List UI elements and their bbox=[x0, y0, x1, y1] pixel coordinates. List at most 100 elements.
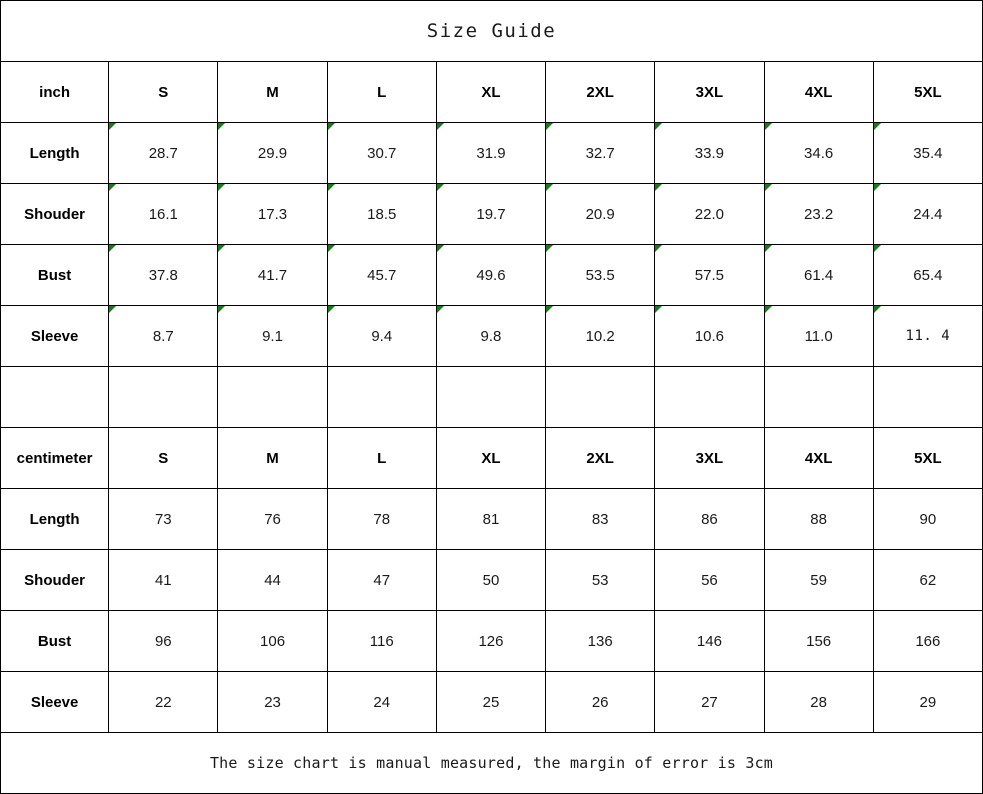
cell-shouder-3XL: 22.0 bbox=[654, 183, 765, 245]
spacer-cell bbox=[217, 366, 328, 428]
cell-bust-3XL: 57.5 bbox=[654, 244, 765, 306]
cell-bust-2XL: 136 bbox=[545, 610, 656, 672]
table-row: Length 28.7 29.9 30.7 31.9 32.7 33.9 34.6 35.4 bbox=[0, 122, 983, 184]
cell-shouder-S: 41 bbox=[108, 549, 219, 611]
cell-shouder-2XL: 53 bbox=[545, 549, 656, 611]
footer-row: The size chart is manual measured, the m… bbox=[0, 732, 983, 794]
unit-label-inch: inch bbox=[0, 61, 110, 123]
page-title: Size Guide bbox=[0, 0, 983, 62]
row-label-bust: Bust bbox=[0, 610, 110, 672]
header-row-centimeter: centimeter S M L XL 2XL 3XL 4XL 5XL bbox=[0, 427, 983, 489]
cell-sleeve-2XL: 10.2 bbox=[545, 305, 656, 367]
cell-shouder-XL: 50 bbox=[435, 549, 547, 611]
cell-shouder-5XL: 24.4 bbox=[872, 183, 983, 245]
cell-length-5XL: 35.4 bbox=[872, 122, 983, 184]
cell-bust-L: 116 bbox=[326, 610, 437, 672]
cell-length-3XL: 33.9 bbox=[654, 122, 765, 184]
cell-sleeve-M: 9.1 bbox=[217, 305, 328, 367]
column-header-M: M bbox=[217, 61, 328, 123]
cell-sleeve-XL: 25 bbox=[435, 671, 547, 733]
cell-bust-2XL: 53.5 bbox=[545, 244, 656, 306]
cell-shouder-M: 44 bbox=[217, 549, 328, 611]
column-header-XL: XL bbox=[435, 427, 547, 489]
cell-length-L: 30.7 bbox=[326, 122, 437, 184]
row-label-bust: Bust bbox=[0, 244, 110, 306]
table-row: Sleeve 8.7 9.1 9.4 9.8 10.2 10.6 11.0 11. 4 bbox=[0, 305, 983, 367]
column-header-L: L bbox=[326, 61, 437, 123]
cell-bust-XL: 49.6 bbox=[435, 244, 547, 306]
cell-bust-5XL: 65.4 bbox=[872, 244, 983, 306]
cell-length-4XL: 88 bbox=[763, 488, 874, 550]
row-label-length: Length bbox=[0, 122, 110, 184]
cell-sleeve-S: 8.7 bbox=[108, 305, 219, 367]
cell-shouder-L: 47 bbox=[326, 549, 437, 611]
cell-sleeve-3XL: 10.6 bbox=[654, 305, 765, 367]
cell-bust-3XL: 146 bbox=[654, 610, 765, 672]
cell-shouder-5XL: 62 bbox=[872, 549, 983, 611]
cell-sleeve-L: 9.4 bbox=[326, 305, 437, 367]
column-header-S: S bbox=[108, 61, 219, 123]
table-row: Shouder 16.1 17.3 18.5 19.7 20.9 22.0 23.2 24.4 bbox=[0, 183, 983, 245]
footer-note: The size chart is manual measured, the m… bbox=[0, 732, 983, 794]
cell-bust-4XL: 156 bbox=[763, 610, 874, 672]
row-label-length: Length bbox=[0, 488, 110, 550]
spacer-cell bbox=[763, 366, 874, 428]
cell-length-4XL: 34.6 bbox=[763, 122, 874, 184]
cell-shouder-3XL: 56 bbox=[654, 549, 765, 611]
cell-bust-M: 106 bbox=[217, 610, 328, 672]
cell-length-XL: 31.9 bbox=[435, 122, 547, 184]
column-header-4XL: 4XL bbox=[763, 427, 874, 489]
title-row: Size Guide bbox=[0, 0, 983, 62]
table-row: Shouder 41 44 47 50 53 56 59 62 bbox=[0, 549, 983, 611]
column-header-M: M bbox=[217, 427, 328, 489]
cell-bust-S: 37.8 bbox=[108, 244, 219, 306]
table-row: Sleeve 22 23 24 25 26 27 28 29 bbox=[0, 671, 983, 733]
column-header-5XL: 5XL bbox=[872, 427, 983, 489]
column-header-5XL: 5XL bbox=[872, 61, 983, 123]
cell-sleeve-4XL: 28 bbox=[763, 671, 874, 733]
column-header-3XL: 3XL bbox=[654, 427, 765, 489]
spacer-cell bbox=[108, 366, 219, 428]
cell-shouder-4XL: 59 bbox=[763, 549, 874, 611]
cell-length-3XL: 86 bbox=[654, 488, 765, 550]
spacer-row bbox=[0, 366, 983, 428]
spacer-cell bbox=[326, 366, 437, 428]
cell-length-5XL: 90 bbox=[872, 488, 983, 550]
spacer-cell bbox=[545, 366, 656, 428]
cell-shouder-XL: 19.7 bbox=[435, 183, 547, 245]
row-label-sleeve: Sleeve bbox=[0, 305, 110, 367]
cell-length-2XL: 83 bbox=[545, 488, 656, 550]
spacer-cell bbox=[435, 366, 547, 428]
table-row: Bust 37.8 41.7 45.7 49.6 53.5 57.5 61.4 65.4 bbox=[0, 244, 983, 306]
cell-length-L: 78 bbox=[326, 488, 437, 550]
cell-shouder-M: 17.3 bbox=[217, 183, 328, 245]
column-header-XL: XL bbox=[435, 61, 547, 123]
cell-length-S: 28.7 bbox=[108, 122, 219, 184]
row-label-sleeve: Sleeve bbox=[0, 671, 110, 733]
row-label-shouder: Shouder bbox=[0, 549, 110, 611]
table-row: Bust 96 106 116 126 136 146 156 166 bbox=[0, 610, 983, 672]
cell-sleeve-3XL: 27 bbox=[654, 671, 765, 733]
cell-sleeve-4XL: 11.0 bbox=[763, 305, 874, 367]
cell-bust-S: 96 bbox=[108, 610, 219, 672]
column-header-4XL: 4XL bbox=[763, 61, 874, 123]
header-row-inch: inch S M L XL 2XL 3XL 4XL 5XL bbox=[0, 61, 983, 123]
cell-length-XL: 81 bbox=[435, 488, 547, 550]
column-header-L: L bbox=[326, 427, 437, 489]
cell-shouder-L: 18.5 bbox=[326, 183, 437, 245]
cell-length-M: 29.9 bbox=[217, 122, 328, 184]
cell-sleeve-M: 23 bbox=[217, 671, 328, 733]
column-header-2XL: 2XL bbox=[545, 61, 656, 123]
spacer-cell bbox=[654, 366, 765, 428]
cell-shouder-S: 16.1 bbox=[108, 183, 219, 245]
cell-sleeve-5XL: 11. 4 bbox=[872, 305, 983, 367]
cell-sleeve-5XL: 29 bbox=[872, 671, 983, 733]
cell-shouder-4XL: 23.2 bbox=[763, 183, 874, 245]
column-header-3XL: 3XL bbox=[654, 61, 765, 123]
cell-length-S: 73 bbox=[108, 488, 219, 550]
unit-label-centimeter: centimeter bbox=[0, 427, 110, 489]
cell-length-2XL: 32.7 bbox=[545, 122, 656, 184]
